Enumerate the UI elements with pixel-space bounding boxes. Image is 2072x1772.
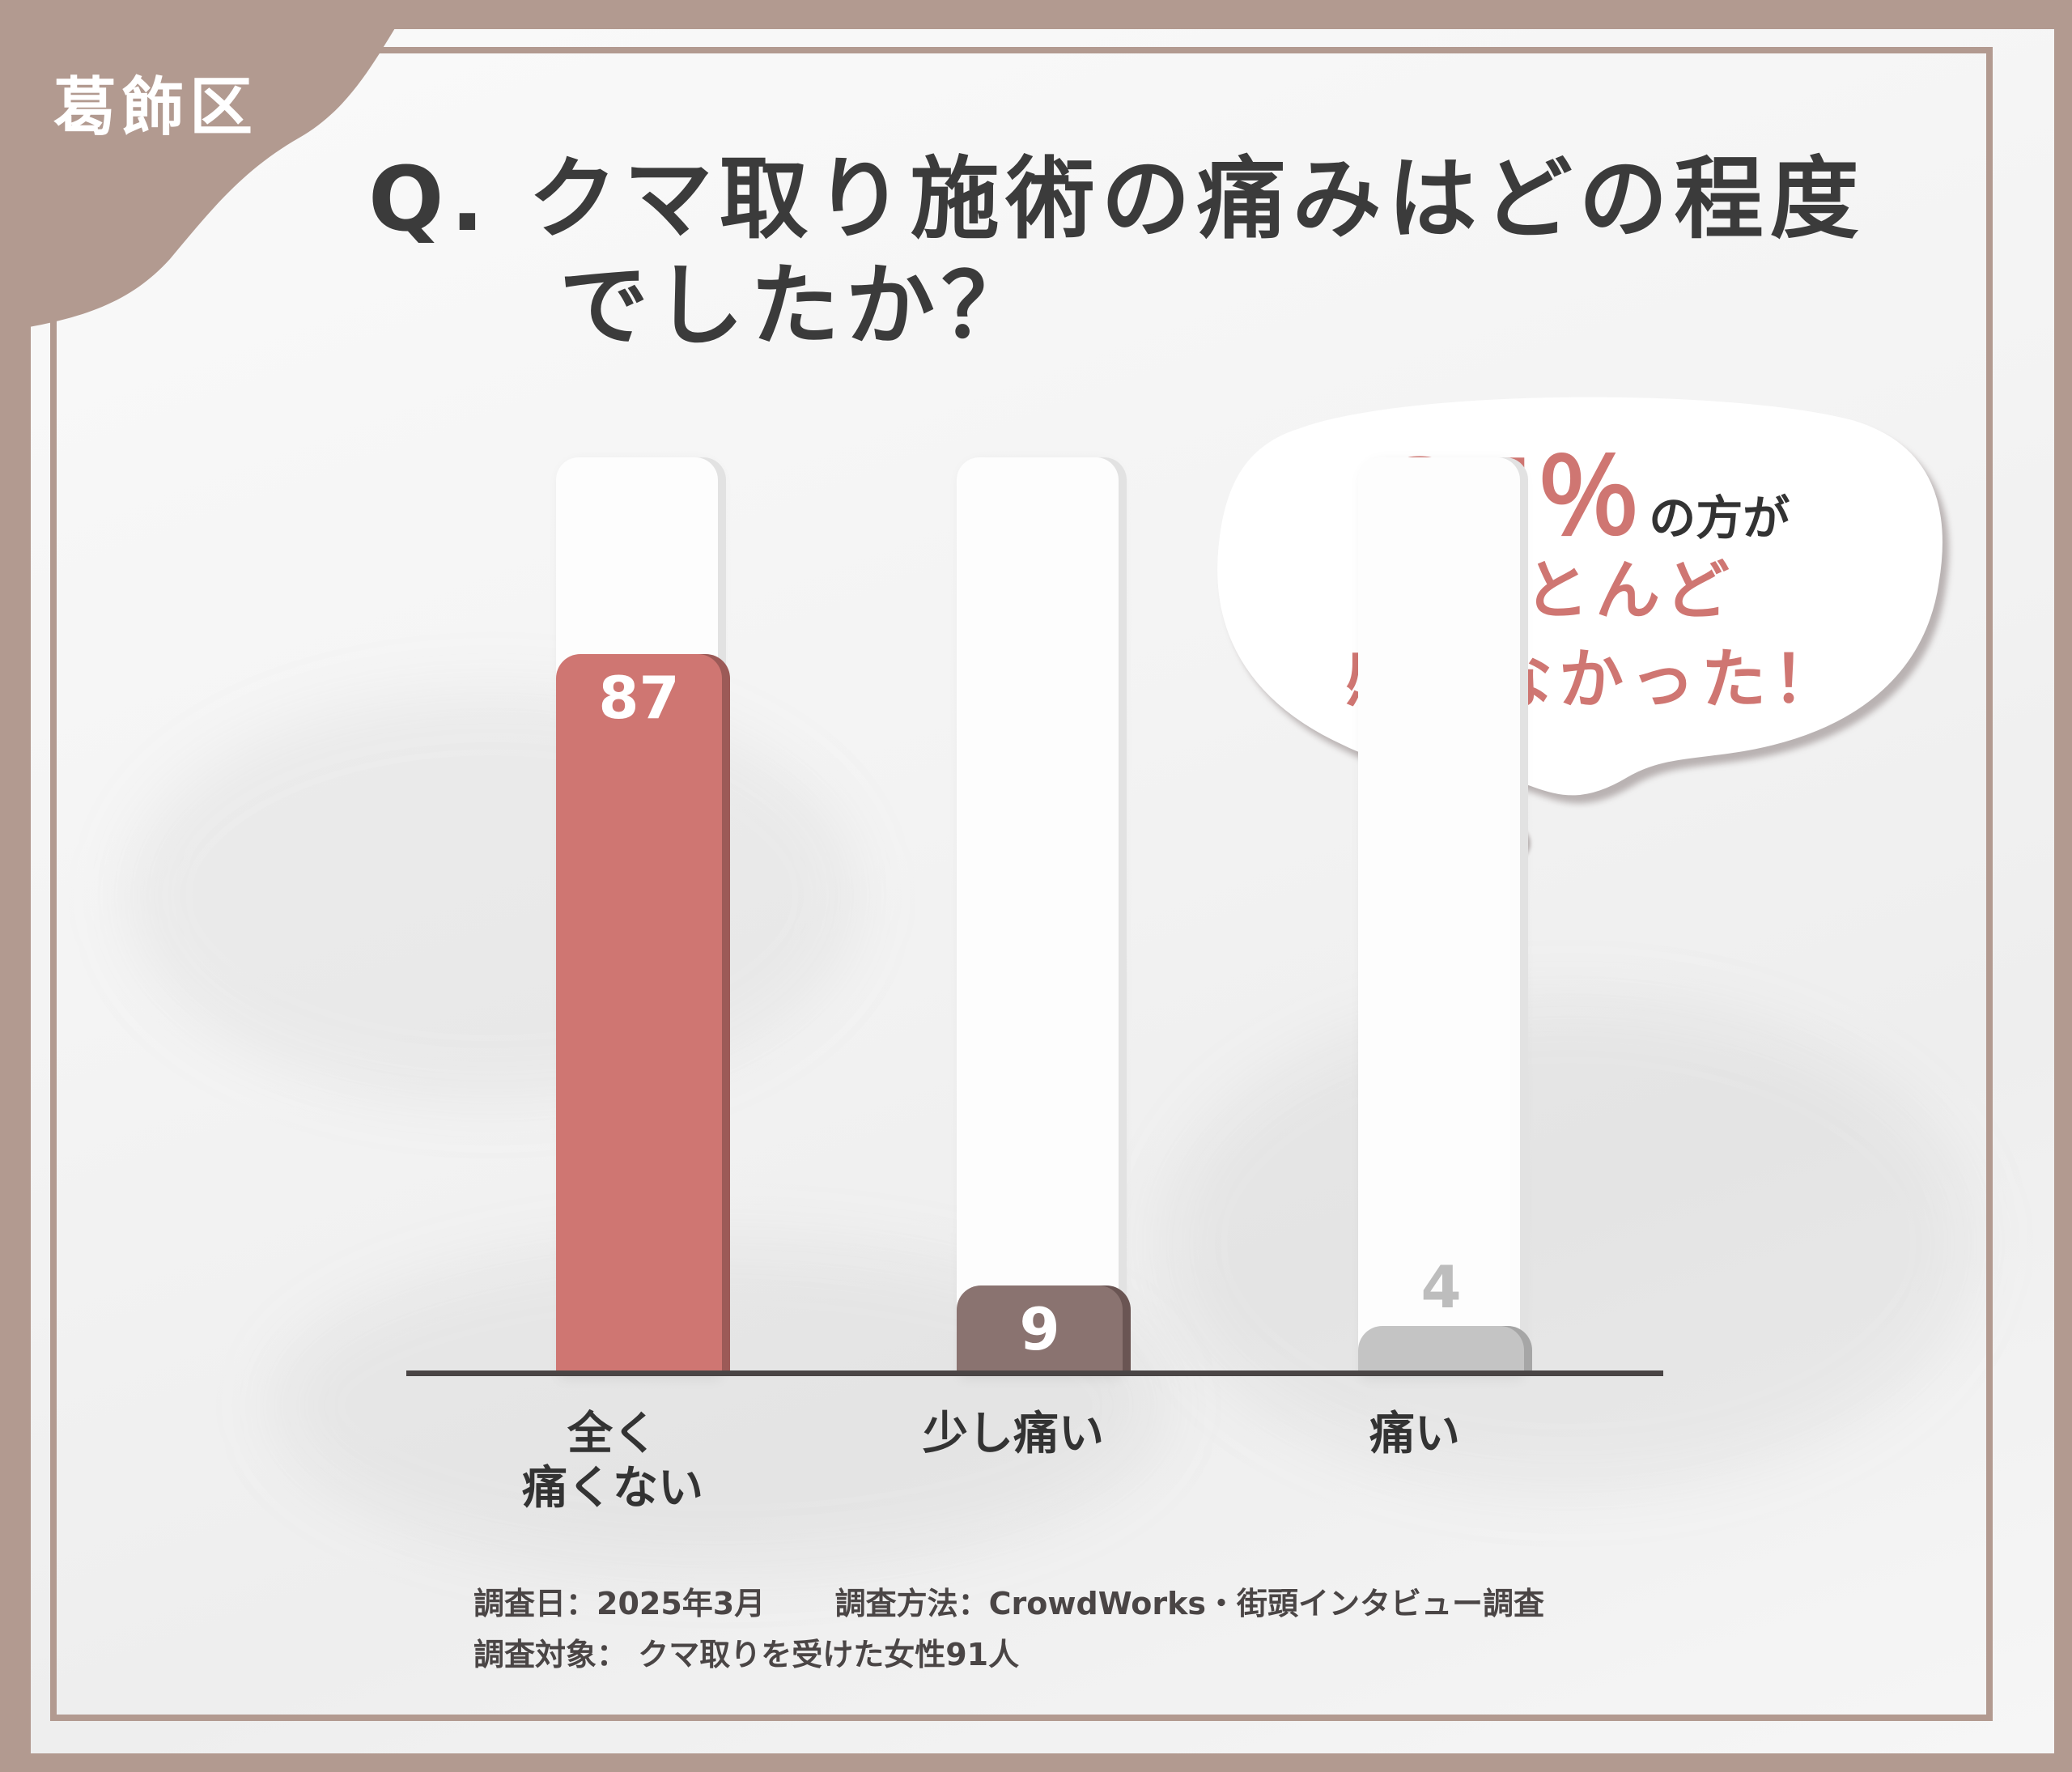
x-axis-line <box>406 1370 1663 1376</box>
category-label: 全く 痛くない <box>522 1408 703 1515</box>
bar <box>556 654 722 1370</box>
survey-date: 調査日：2025年3月 <box>473 1586 766 1621</box>
category-label: 痛い <box>1369 1408 1460 1460</box>
region-label: 葛飾区 <box>53 71 258 144</box>
bar-value-label: 87 <box>598 664 680 732</box>
bar-track <box>957 457 1119 1376</box>
survey-target: 調査対象： クマ取りを受けた女性91人 <box>473 1637 1020 1672</box>
callout-percent-suffix: の方が <box>1649 491 1790 546</box>
background-shadow <box>1164 1001 1973 1486</box>
bar-value-label: 4 <box>1420 1253 1462 1321</box>
bar <box>957 1285 1123 1370</box>
inner-frame <box>50 47 1993 1721</box>
corner-tab <box>0 0 413 332</box>
survey-footer-line1: 調査日：2025年3月 調査方法：CrowdWorks・街頭インタビュー調査 <box>473 1579 1544 1623</box>
chart-title: Q. クマ取り施術の痛みはどの程度 でしたか？ <box>368 147 1866 358</box>
survey-method: 調査方法：CrowdWorks・街頭インタビュー調査 <box>834 1586 1545 1621</box>
background-shadow <box>128 693 856 1098</box>
bar <box>1358 1326 1524 1370</box>
bar-value-label: 9 <box>1019 1295 1060 1363</box>
bar-track <box>1358 457 1520 1376</box>
category-label: 少し痛い <box>923 1408 1104 1460</box>
